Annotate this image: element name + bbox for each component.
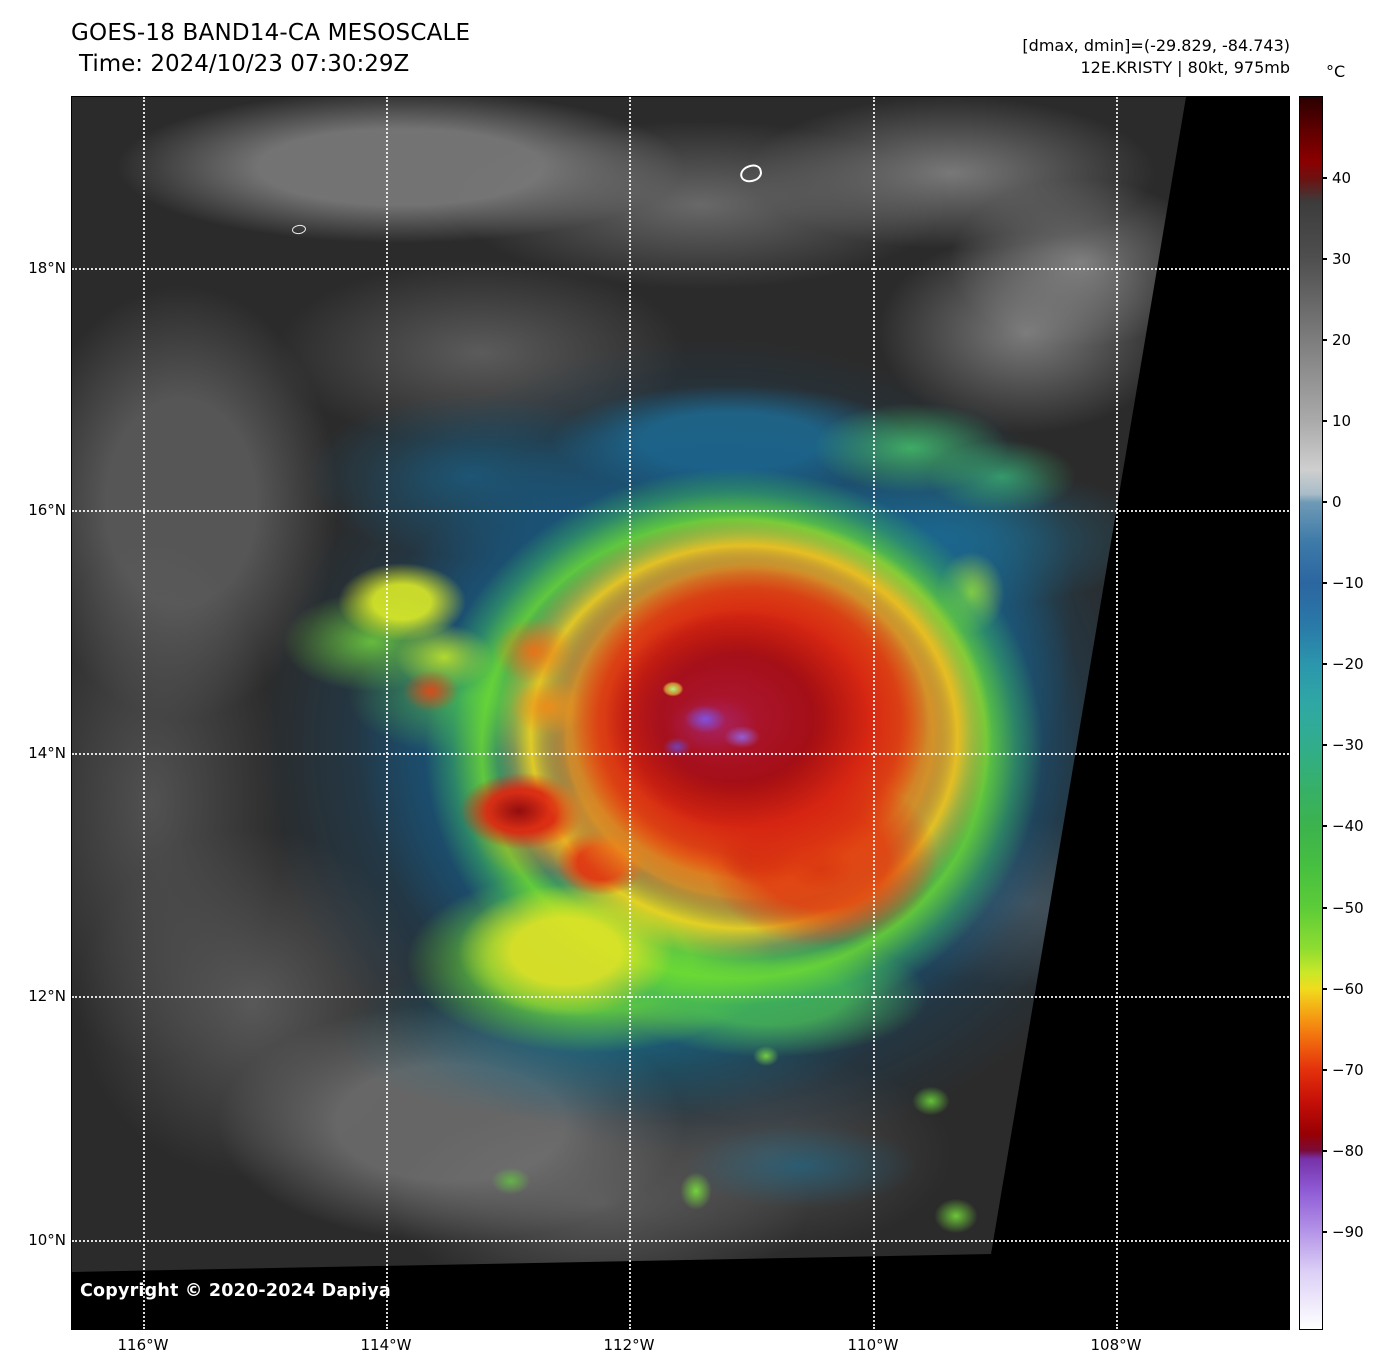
copyright-notice: Copyright © 2020-2024 Dapiya: [80, 1281, 391, 1301]
colorbar-tick-label: −40: [1332, 817, 1364, 836]
colorbar-tick-label: 0: [1332, 493, 1342, 512]
colorbar-tick-label: −20: [1332, 655, 1364, 674]
colorbar-tick-label: −80: [1332, 1141, 1364, 1160]
colorbar-tick-label: −30: [1332, 736, 1364, 755]
colorbar-tickmark: [1322, 339, 1327, 342]
colorbar-tickmark: [1322, 420, 1327, 423]
satellite-map: Copyright © 2020-2024 Dapiya: [71, 96, 1290, 1330]
gridline-lat-14n: [72, 753, 1289, 755]
colorbar-tick-label: −70: [1332, 1060, 1364, 1079]
colorbar-unit-label: °C: [1326, 62, 1346, 81]
colorbar-tickmark: [1322, 177, 1327, 180]
gridline-lat-10n: [72, 1240, 1289, 1242]
colorbar-tick-label: −50: [1332, 898, 1364, 917]
colorbar-tickmark: [1322, 582, 1327, 585]
colorbar-tickmark: [1322, 1230, 1327, 1233]
colorbar-tick: −30: [1322, 736, 1364, 754]
lat-label-10n: 10°N: [28, 1231, 66, 1249]
gridline-lat-12n: [72, 996, 1289, 998]
colorbar-tick-label: 20: [1332, 331, 1352, 350]
colorbar-tick-label: 40: [1332, 169, 1352, 188]
colorbar-tickmark: [1322, 258, 1327, 261]
colorbar-tick-label: −60: [1332, 979, 1364, 998]
lat-label-12n: 12°N: [28, 987, 66, 1005]
gridline-lat-16n: [72, 510, 1289, 512]
colorbar-tick: −90: [1322, 1223, 1364, 1241]
colorbar-tickmark: [1322, 744, 1327, 747]
lat-label-14n: 14°N: [28, 744, 66, 762]
lon-label-114w: 114°W: [360, 1336, 412, 1354]
colorbar-tickmark: [1322, 825, 1327, 828]
gridline-lon-112w: [629, 97, 631, 1329]
colorbar-tick: 10: [1322, 412, 1351, 430]
infrared-cloud-imagery: [72, 97, 1186, 1272]
timestamp: Time: 2024/10/23 07:30:29Z: [79, 51, 410, 77]
colorbar-tick-label: −10: [1332, 574, 1364, 593]
gridline-lon-108w: [1116, 97, 1118, 1329]
lon-label-108w: 108°W: [1090, 1336, 1142, 1354]
gridline-lon-116w: [143, 97, 145, 1329]
colorbar-tick: 0: [1322, 493, 1342, 511]
lat-label-16n: 16°N: [28, 501, 66, 519]
colorbar-tick-label: −90: [1332, 1222, 1364, 1241]
colorbar-tickmark: [1322, 1149, 1327, 1152]
product-title: GOES-18 BAND14-CA MESOSCALE: [71, 20, 471, 46]
lon-label-112w: 112°W: [603, 1336, 655, 1354]
colorbar-tick-label: 30: [1332, 250, 1352, 269]
colorbar-tick: −10: [1322, 574, 1364, 592]
dmax-dmin-readout: [dmax, dmin]=(-29.829, -84.743): [1022, 36, 1290, 55]
colorbar-tick: 40: [1322, 169, 1351, 187]
storm-info: 12E.KRISTY | 80kt, 975mb: [1080, 58, 1291, 77]
colorbar-tick: 20: [1322, 331, 1351, 349]
colorbar-tickmark: [1322, 501, 1327, 504]
satellite-swath: [72, 97, 1186, 1272]
colorbar-tick: −20: [1322, 655, 1364, 673]
colorbar-tickmark: [1322, 663, 1327, 666]
colorbar-tickmark: [1322, 906, 1327, 909]
colorbar-tick: −70: [1322, 1061, 1364, 1079]
colorbar-tick: −40: [1322, 817, 1364, 835]
colorbar-tick-label: 10: [1332, 412, 1352, 431]
gridline-lat-18n: [72, 268, 1289, 270]
colorbar-tick: −80: [1322, 1142, 1364, 1160]
gridline-lon-110w: [873, 97, 875, 1329]
colorbar-tickmark: [1322, 1068, 1327, 1071]
lon-label-110w: 110°W: [847, 1336, 899, 1354]
temperature-colorbar: 40 30 20 10 0 −10 −20 −30 −40 −50 −60 −7…: [1299, 96, 1364, 1330]
lon-label-116w: 116°W: [117, 1336, 169, 1354]
colorbar-tick: −50: [1322, 899, 1364, 917]
colorbar-tick: 30: [1322, 250, 1351, 268]
colorbar-gradient: [1300, 97, 1322, 1329]
gridline-lon-114w: [386, 97, 388, 1329]
colorbar-tickmark: [1322, 987, 1327, 990]
colorbar-tick: −60: [1322, 980, 1364, 998]
lat-label-18n: 18°N: [28, 259, 66, 277]
